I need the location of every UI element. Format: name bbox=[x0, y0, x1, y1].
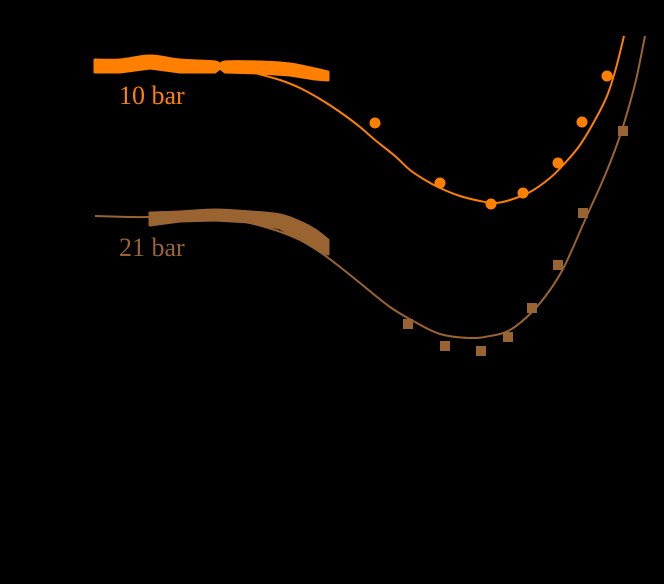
data-point-square bbox=[527, 303, 537, 313]
series-label-21-bar: 21 bar bbox=[119, 233, 185, 262]
data-point-square bbox=[440, 341, 450, 351]
series-10-bar bbox=[93, 35, 625, 210]
series-layer bbox=[93, 35, 646, 356]
data-point-circle bbox=[552, 157, 564, 169]
data-point-circle bbox=[434, 177, 446, 189]
fit-curve bbox=[94, 35, 646, 340]
data-point-square bbox=[476, 346, 486, 356]
fit-curve bbox=[254, 35, 625, 205]
data-point-square bbox=[403, 319, 413, 329]
data-point-circle bbox=[576, 116, 588, 128]
data-point-circle bbox=[485, 198, 497, 210]
series-label-10-bar: 10 bar bbox=[119, 81, 185, 110]
data-point-circle bbox=[601, 70, 613, 82]
data-point-square bbox=[503, 332, 513, 342]
data-point-square bbox=[578, 208, 588, 218]
series-21-bar bbox=[94, 35, 646, 356]
dense-data-band bbox=[148, 208, 330, 256]
dense-data-band bbox=[93, 54, 330, 82]
data-point-square bbox=[618, 126, 628, 136]
data-point-square bbox=[553, 260, 563, 270]
data-point-circle bbox=[369, 117, 381, 129]
data-point-circle bbox=[517, 187, 529, 199]
label-layer: 10 bar 21 bar bbox=[119, 81, 185, 262]
